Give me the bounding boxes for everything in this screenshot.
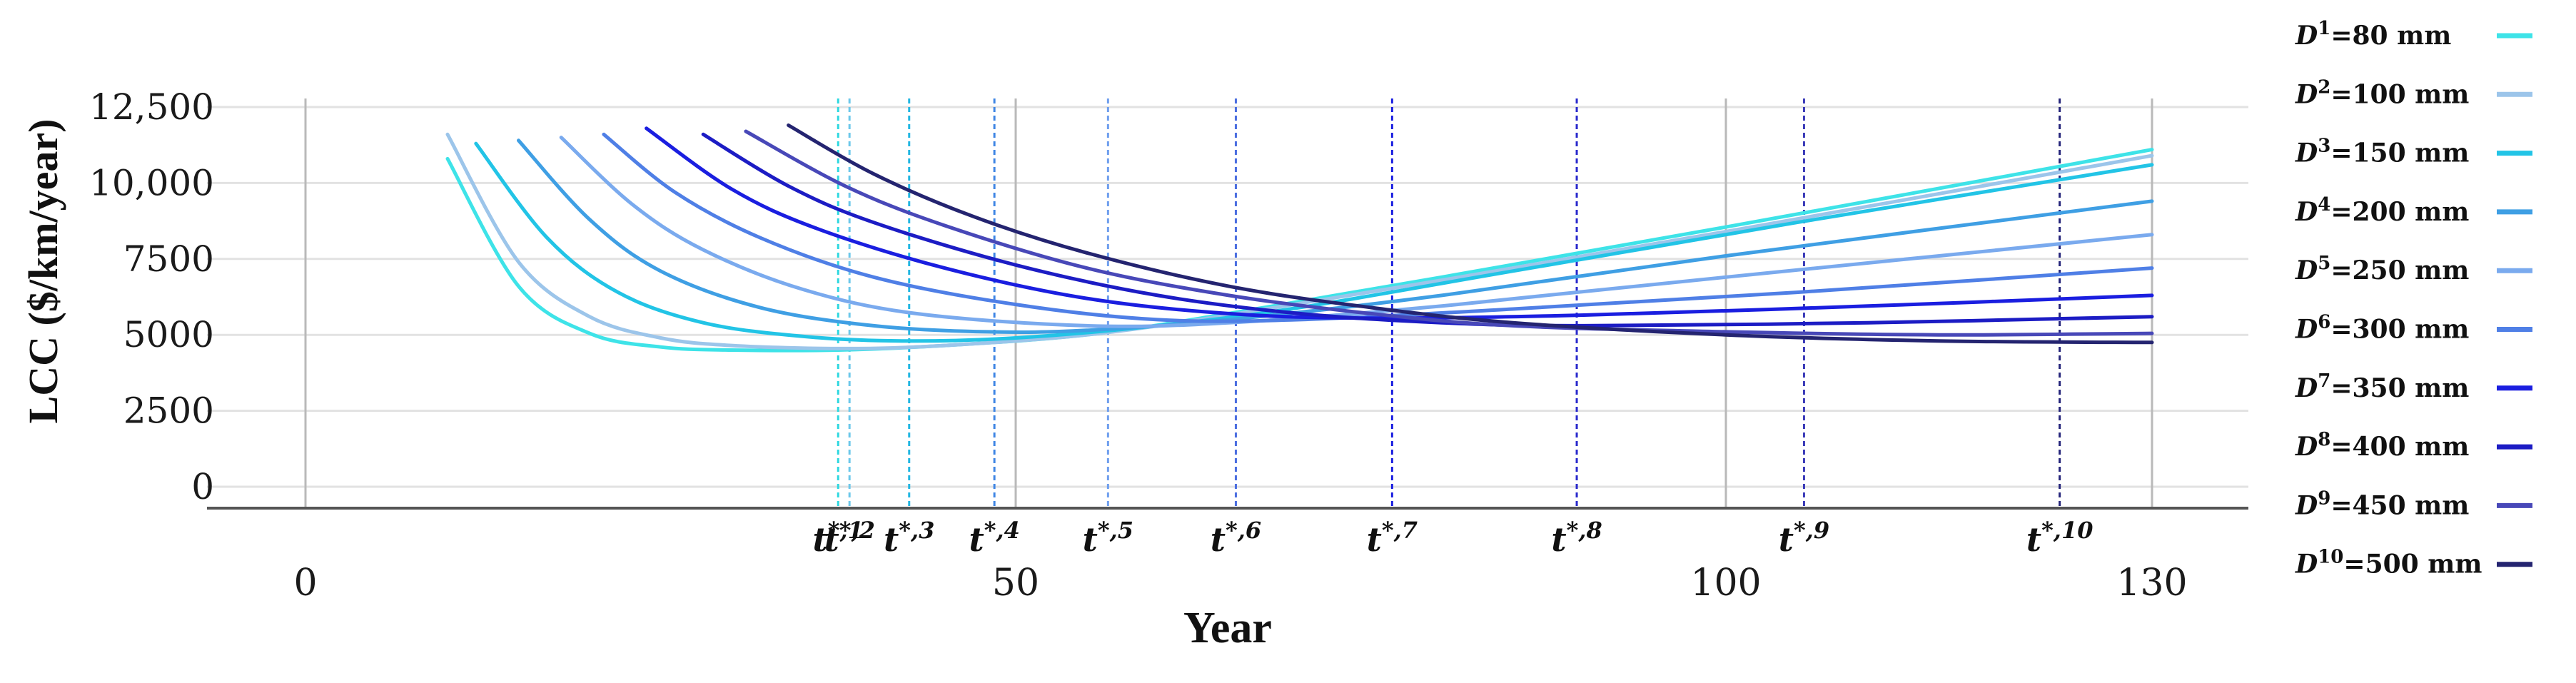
legend-label: D10=500 mm: [2295, 547, 2482, 580]
optimal-year-label: t*,5: [1083, 517, 1133, 559]
series-line-d4: [517, 138, 2154, 334]
x-tick-label: 130: [2116, 562, 2187, 604]
optimal-year-label: t*,3: [884, 517, 934, 559]
legend-label: D6=300 mm: [2295, 312, 2469, 345]
optimal-year-label: t*,1: [813, 517, 864, 559]
x-tick-label: 0: [293, 562, 317, 604]
axis-layer: 0 2500 5000 7500 10,000 12,500 0 50 100 130: [89, 86, 2248, 604]
y-tick-label: 2500: [123, 390, 214, 432]
series-line-d7: [645, 126, 2154, 320]
optimal-year-label: t*,6: [1211, 517, 1261, 559]
legend-label: D1=80 mm: [2295, 18, 2451, 51]
y-tick-label: 7500: [123, 238, 214, 280]
optimal-year-label: t*,9: [1779, 517, 1829, 559]
optimal-year-label: t*,2: [824, 517, 874, 559]
optimal-year-lines: t*,1t*,2 t*,3 t*,4 t*,5 t*,6 t*,7 t*,8 t*,9 t*,1…: [813, 98, 2093, 559]
optimal-year-label: t*,7: [1367, 517, 1418, 559]
optimal-year-label: t*,8: [1551, 517, 1602, 559]
legend: D1=80 mm D2=100 mm D3=150 mm D4=200 mm D5=25…: [2295, 18, 2532, 580]
series-line-d5: [559, 136, 2154, 328]
series-line-d3: [474, 141, 2154, 343]
legend-label: D8=400 mm: [2295, 429, 2469, 462]
legend-label: D7=350 mm: [2295, 370, 2469, 403]
x-axis-label: Year: [1183, 604, 1272, 652]
legend-label: D5=250 mm: [2295, 253, 2469, 285]
series-line-d10: [787, 123, 2154, 345]
x-tick-label: 50: [992, 562, 1039, 604]
grid-layer: [207, 98, 2248, 508]
legend-label: D3=150 mm: [2295, 136, 2469, 168]
x-tick-label: 100: [1690, 562, 1761, 604]
legend-label: D4=200 mm: [2295, 194, 2469, 227]
y-tick-label: 5000: [123, 314, 214, 355]
y-tick-label: 0: [191, 466, 214, 507]
optimal-year-label: t*,4: [969, 517, 1019, 559]
y-tick-label: 10,000: [89, 162, 214, 203]
series-line-d6: [602, 132, 2154, 323]
series-line-d8: [701, 132, 2154, 328]
y-axis-label: LCC ($/km/year): [20, 119, 66, 424]
series-line-d9: [744, 129, 2154, 337]
optimal-year-label: t*,10: [2026, 517, 2093, 559]
series-layer: [445, 123, 2154, 353]
legend-label: D9=450 mm: [2295, 487, 2469, 520]
y-tick-label: 12,500: [89, 86, 214, 128]
legend-label: D2=100 mm: [2295, 76, 2469, 109]
series-line-d2: [445, 132, 2154, 350]
